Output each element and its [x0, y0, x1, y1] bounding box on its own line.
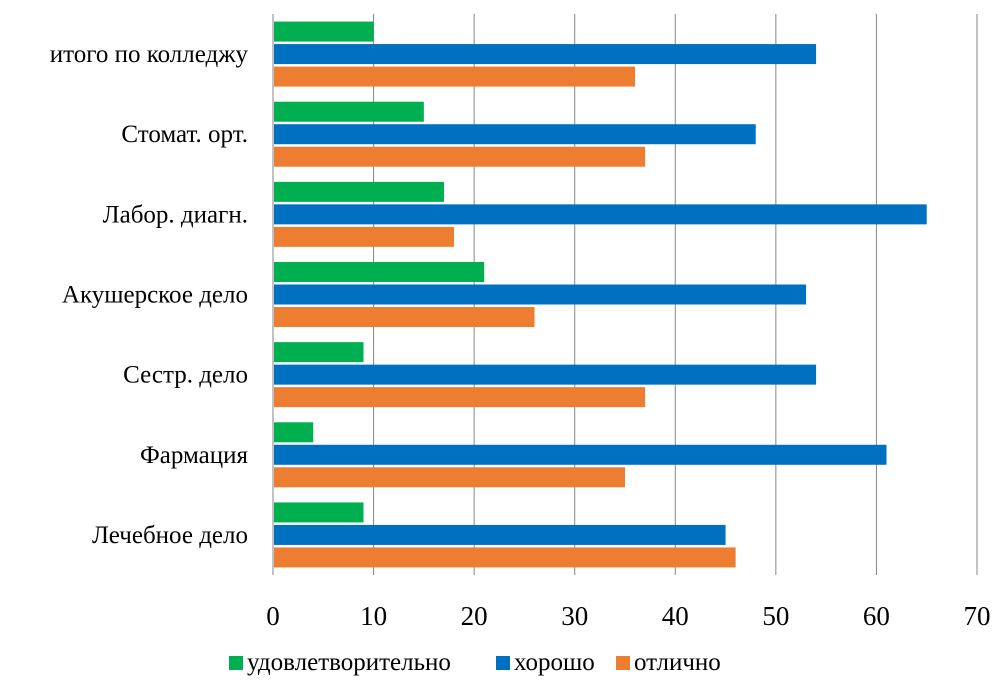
bar-удовлетворительно-4: [274, 181, 444, 202]
bar-отлично-0: [274, 547, 736, 568]
x-tick-label-70: 70: [964, 601, 991, 631]
legend: удовлетворительно хорошо отлично: [229, 649, 721, 676]
x-tick-label-60: 60: [863, 601, 890, 631]
category-label-5: Стомат. орт.: [121, 121, 248, 148]
bar-отлично-2: [274, 387, 646, 408]
legend-swatch-удовлетворительно: [229, 656, 243, 670]
bar-хорошо-3: [274, 284, 807, 305]
bar-удовлетворительно-5: [274, 101, 424, 122]
category-label-6: итого по колледжу: [50, 41, 249, 68]
bar-хорошо-0: [274, 524, 726, 545]
category-labels: Лечебное дело Фармация Сестр. дело Акушерск…: [50, 41, 249, 549]
bar-удовлетворительно-6: [274, 21, 374, 42]
legend-label-хорошо: хорошо: [514, 649, 595, 676]
bar-отлично-1: [274, 467, 625, 488]
bar-удовлетворительно-1: [274, 422, 314, 443]
x-tick-label-50: 50: [762, 601, 789, 631]
legend-swatch-отлично: [616, 656, 630, 670]
x-tick-label-40: 40: [662, 601, 689, 631]
x-tick-label-0: 0: [266, 601, 280, 631]
category-label-3: Акушерское дело: [62, 282, 248, 309]
bars: [274, 21, 927, 568]
bar-отлично-4: [274, 226, 455, 247]
bar-хорошо-2: [274, 364, 817, 385]
bar-удовлетворительно-3: [274, 262, 485, 282]
legend-label-отлично: отлично: [634, 649, 721, 676]
x-tick-labels: 0 10 20 30 40 50 60 70: [266, 601, 990, 631]
legend-swatch-хорошо: [496, 656, 510, 670]
bar-удовлетворительно-2: [274, 342, 364, 363]
category-label-0: Лечебное дело: [92, 522, 248, 549]
bar-отлично-3: [274, 307, 535, 327]
x-tick-label-20: 20: [461, 601, 488, 631]
x-tick-label-30: 30: [561, 601, 588, 631]
bar-хорошо-6: [274, 44, 817, 65]
bar-хорошо-1: [274, 444, 887, 465]
category-label-4: Лабор. диагн.: [103, 201, 248, 228]
bar-отлично-6: [274, 66, 636, 87]
category-label-1: Фармация: [140, 442, 248, 469]
bar-хорошо-5: [274, 124, 756, 145]
x-tick-label-10: 10: [360, 601, 387, 631]
legend-label-удовлетворительно: удовлетворительно: [247, 649, 451, 676]
bar-хорошо-4: [274, 204, 927, 225]
category-label-2: Сестр. дело: [123, 362, 248, 389]
bar-отлично-5: [274, 146, 646, 167]
bar-удовлетворительно-0: [274, 502, 364, 523]
